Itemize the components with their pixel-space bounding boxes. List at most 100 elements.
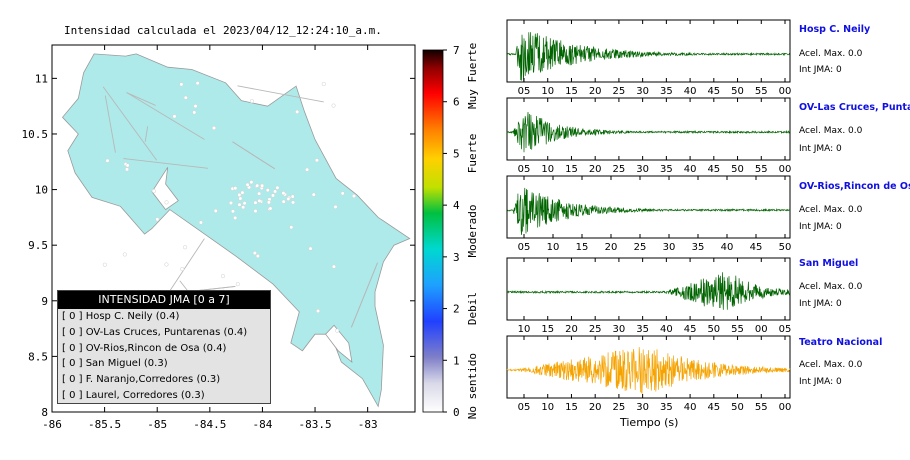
time-tick-label: 40 [721,242,734,253]
colorbar [422,49,444,413]
time-tick-label: 10 [541,164,554,175]
colorbar-tick-label: 4 [453,199,460,212]
time-tick-label: 15 [565,164,578,175]
colorbar-tick-label: 7 [453,44,460,57]
colorbar-tick-label: 6 [453,96,460,109]
time-tick-label: 40 [684,402,697,413]
station-name-5: Teatro Nacional [799,337,883,348]
time-tick-label: 55 [755,402,768,413]
waveform-trace [506,187,791,235]
time-tick-label: 10 [547,242,560,253]
time-tick-label: 30 [663,242,676,253]
x-axis-title: Tiempo (s) [620,416,679,429]
time-tick-label: 25 [589,324,602,335]
time-tick-label: 05 [518,164,531,175]
time-tick-label: 55 [755,86,768,97]
time-tick-label: 50 [731,164,744,175]
time-tick-label: 10 [541,86,554,97]
legend-row-2: [ 0 ] OV-Las Cruces, Puntarenas (0.4) [62,326,248,338]
waveform-panel-4: 10 15 20 25 30 35 40 45 50 55 00 05 [506,257,792,335]
time-tick-label: 50 [779,242,792,253]
time-tick-label: 30 [636,402,649,413]
time-tick-label: 45 [707,86,720,97]
time-tick-label: 55 [731,324,744,335]
station-name-2: OV-Las Cruces, Puntarenas [799,102,910,113]
time-tick-label: 20 [565,324,578,335]
station-int-2: Int JMA: 0 [799,144,842,154]
time-tick-label: 20 [589,402,602,413]
time-tick-label: 45 [707,164,720,175]
waveform-panel-5: 05 10 15 20 25 30 35 40 45 50 55 00 [506,335,792,413]
legend-row-6: [ 0 ] Laurel, Corredores (0.3) [62,389,205,401]
time-tick-label: 35 [660,164,673,175]
legend-row-3: [ 0 ] OV-Rios,Rincon de Osa (0.4) [62,342,227,354]
time-tick-label: 20 [605,242,618,253]
lat-tick-label: 8 [41,406,48,419]
colorbar-tick-label: 3 [453,251,460,264]
lon-tick-label: -85.5 [88,418,121,431]
time-tick-label: 00 [779,164,792,175]
time-tick-label: 30 [613,324,626,335]
station-acel-2: Acel. Max. 0.0 [799,126,863,136]
time-tick-label: 10 [518,324,531,335]
colorbar-tick-label: 2 [453,303,460,316]
time-tick-label: 05 [779,324,792,335]
time-tick-label: 05 [518,402,531,413]
time-tick-label: 30 [636,164,649,175]
colorbar-tick-label: 0 [453,406,460,419]
time-tick-label: 20 [589,86,602,97]
map-title: Intensidad calculada el 2023/04/12_12:24… [64,24,382,37]
time-tick-label: 45 [707,402,720,413]
time-tick-label: 30 [636,86,649,97]
colorbar-category-label: No sentido [466,353,479,419]
station-name-4: San Miguel [799,258,859,269]
time-tick-label: 50 [731,86,744,97]
station-int-5: Int JMA: 0 [799,377,842,387]
time-tick-label: 20 [589,164,602,175]
time-tick-label: 35 [660,402,673,413]
time-tick-label: 25 [613,86,626,97]
time-tick-label: 05 [518,242,531,253]
time-tick-label: 40 [660,324,673,335]
waveform-trace [506,272,791,310]
colorbar-category-label: Moderado [466,205,479,258]
lat-tick-label: 10.5 [22,128,49,141]
station-name-3: OV-Rios,Rincon de Osa [799,181,910,192]
legend-row-5: [ 0 ] F. Naranjo,Corredores (0.3) [62,374,221,386]
gulf-of-nicoya [151,167,179,211]
time-tick-label: 25 [634,242,647,253]
colorbar-category-label: Debil [466,292,479,325]
legend-row-1: [ 0 ] Hosp C. Neily (0.4) [62,311,180,322]
time-tick-label: 00 [755,324,768,335]
lon-tick-label: -84 [252,418,272,431]
lon-tick-label: -84.5 [193,418,226,431]
time-tick-label: 00 [779,402,792,413]
lat-tick-label: 8.5 [28,350,48,363]
colorbar-tick-label: 1 [453,354,460,367]
time-tick-label: 05 [518,86,531,97]
station-acel-3: Acel. Max. 0.0 [799,205,863,215]
lon-tick-label: -83.5 [298,418,331,431]
waveform-trace [506,32,791,82]
lon-tick-label: -86 [42,418,62,431]
station-name-1: Hosp C. Neily [799,24,871,35]
time-tick-label: 50 [707,324,720,335]
golfo-dulce [325,324,353,363]
time-tick-label: 25 [613,164,626,175]
station-int-1: Int JMA: 0 [799,65,842,75]
waveform-panel-1: 05 10 15 20 25 30 35 40 45 50 55 00 [506,19,792,97]
waveform-panel-2: 05 10 15 20 25 30 35 40 45 50 55 00 [506,97,792,175]
lat-tick-label: 9.5 [28,239,48,252]
time-tick-label: 45 [750,242,763,253]
time-tick-label: 50 [731,402,744,413]
time-tick-label: 00 [779,86,792,97]
time-tick-label: 15 [565,402,578,413]
time-tick-label: 15 [541,324,554,335]
station-acel-4: Acel. Max. 0.0 [799,282,863,292]
time-tick-label: 15 [565,86,578,97]
waveform-panel-3: 05 10 15 20 25 30 35 40 45 50 [506,175,792,253]
legend-row-4: [ 0 ] San Miguel (0.3) [62,358,168,370]
time-tick-label: 25 [613,402,626,413]
station-int-3: Int JMA: 0 [799,222,842,232]
